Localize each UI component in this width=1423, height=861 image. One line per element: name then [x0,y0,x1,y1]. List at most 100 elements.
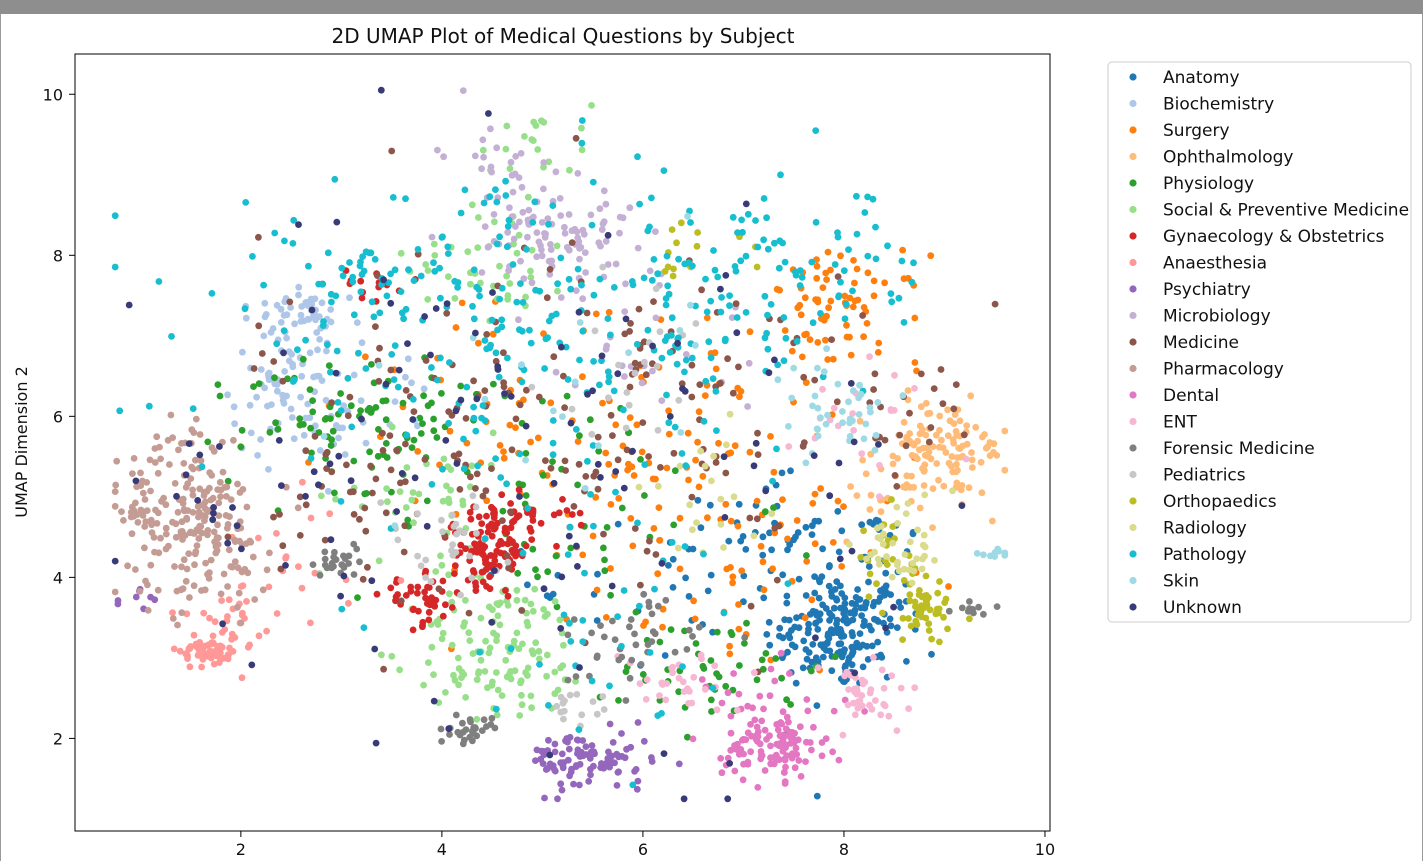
data-point [287,405,295,413]
data-point [111,557,119,565]
data-point [792,744,800,752]
data-point [224,477,232,485]
data-point [262,311,270,318]
data-point [859,663,867,671]
data-point [453,530,460,538]
data-point [618,504,626,512]
data-point [200,492,208,499]
data-point [791,764,799,772]
data-point [483,497,491,505]
data-point [472,579,479,587]
data-point [766,641,774,649]
data-point [547,241,554,248]
data-point [670,265,677,273]
data-point [187,528,195,536]
data-point [371,645,379,653]
data-point [420,681,427,689]
data-point [864,252,872,260]
data-point [133,511,141,518]
data-point [700,550,707,558]
data-point [321,416,329,423]
data-point [675,544,682,552]
y-tick-label: 6 [53,407,63,426]
data-point [893,483,901,490]
data-point [718,294,725,301]
legend-label: Physiology [1163,174,1254,194]
data-point [427,351,434,359]
data-point [709,684,717,692]
data-point [886,615,894,623]
legend-marker [1129,338,1137,346]
data-point [338,264,346,272]
data-point [697,651,705,659]
data-point [132,566,139,573]
data-point [858,521,866,529]
data-point [300,431,308,439]
data-point [612,468,620,475]
data-point [409,396,417,403]
data-point [572,287,580,294]
data-point [481,223,489,231]
data-point [742,546,750,553]
data-point [502,192,510,199]
data-point [965,484,973,492]
data-point [872,697,879,704]
data-point [372,739,380,747]
data-point [337,592,344,600]
data-point [210,504,218,511]
data-point [422,357,430,364]
data-point [499,507,507,515]
data-point [839,731,847,739]
data-point [587,748,595,756]
data-point [530,213,537,221]
data-point [465,629,473,637]
data-point [151,596,159,604]
data-point [487,125,494,133]
data-point [371,256,379,263]
data-point [318,299,326,307]
data-point [524,504,531,512]
data-point [639,419,647,426]
data-point [903,472,911,480]
legend-items: AnatomyBiochemistrySurgeryOphthalmologyP… [1129,68,1409,618]
data-point [302,336,309,344]
data-point [555,509,563,517]
data-point [393,508,400,515]
data-point [160,494,168,502]
data-point [663,333,671,341]
data-point [332,556,340,563]
data-point [603,524,611,531]
data-point [183,514,191,522]
data-point [742,309,750,316]
data-point [562,343,570,351]
data-point [375,557,383,565]
data-point [811,376,819,384]
data-point [561,223,568,231]
data-point [783,696,790,704]
data-point [506,165,514,173]
data-point [955,444,962,452]
data-point [942,595,950,603]
data-point [712,459,720,466]
data-point [316,336,323,343]
data-point [224,539,232,547]
data-point [636,680,644,687]
data-point [494,366,502,373]
data-point [214,381,222,388]
data-point [493,144,501,152]
data-point [993,452,1001,459]
data-point [279,377,287,385]
data-point [517,150,525,157]
data-point [826,609,833,617]
data-point [549,202,557,210]
data-point [865,563,873,570]
legend-marker [1129,603,1137,611]
data-point [802,592,810,599]
data-point [900,483,907,491]
data-point [640,737,648,745]
data-point [527,600,535,608]
data-point [567,285,575,293]
data-point [581,249,589,256]
data-point [167,411,175,419]
data-point [564,756,572,764]
